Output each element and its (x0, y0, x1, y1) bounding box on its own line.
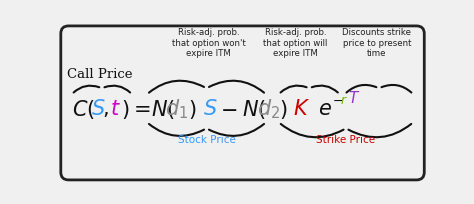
Text: $N($: $N($ (242, 97, 266, 120)
Text: $N($: $N($ (151, 97, 175, 120)
Text: Call Price: Call Price (67, 68, 132, 81)
FancyBboxPatch shape (61, 27, 424, 180)
Text: $T$: $T$ (348, 89, 361, 105)
Text: $d_1$: $d_1$ (165, 97, 189, 121)
Text: Discounts strike
price to present
time: Discounts strike price to present time (343, 28, 411, 58)
Text: Stock Price: Stock Price (178, 135, 236, 145)
Text: $S$: $S$ (203, 99, 218, 119)
Text: $-$: $-$ (219, 99, 237, 118)
Text: Risk-adj. prob.
that option will
expire ITM: Risk-adj. prob. that option will expire … (264, 28, 328, 58)
Text: $-$: $-$ (332, 93, 343, 106)
Text: $)$: $)$ (279, 97, 288, 120)
Text: Strike Price: Strike Price (317, 135, 375, 145)
Text: $K$: $K$ (293, 99, 310, 119)
Text: $,$: $,$ (102, 99, 109, 118)
Text: $) =$: $) =$ (121, 97, 151, 120)
Text: $S$: $S$ (91, 99, 105, 119)
Text: $e$: $e$ (318, 99, 332, 118)
Text: $d_2$: $d_2$ (257, 97, 280, 121)
Text: Risk-adj. prob.
that option won't
expire ITM: Risk-adj. prob. that option won't expire… (172, 28, 246, 58)
Text: $C($: $C($ (72, 97, 95, 120)
Text: $t$: $t$ (109, 99, 120, 118)
Text: $r$: $r$ (340, 93, 347, 106)
Text: $)$: $)$ (188, 97, 196, 120)
